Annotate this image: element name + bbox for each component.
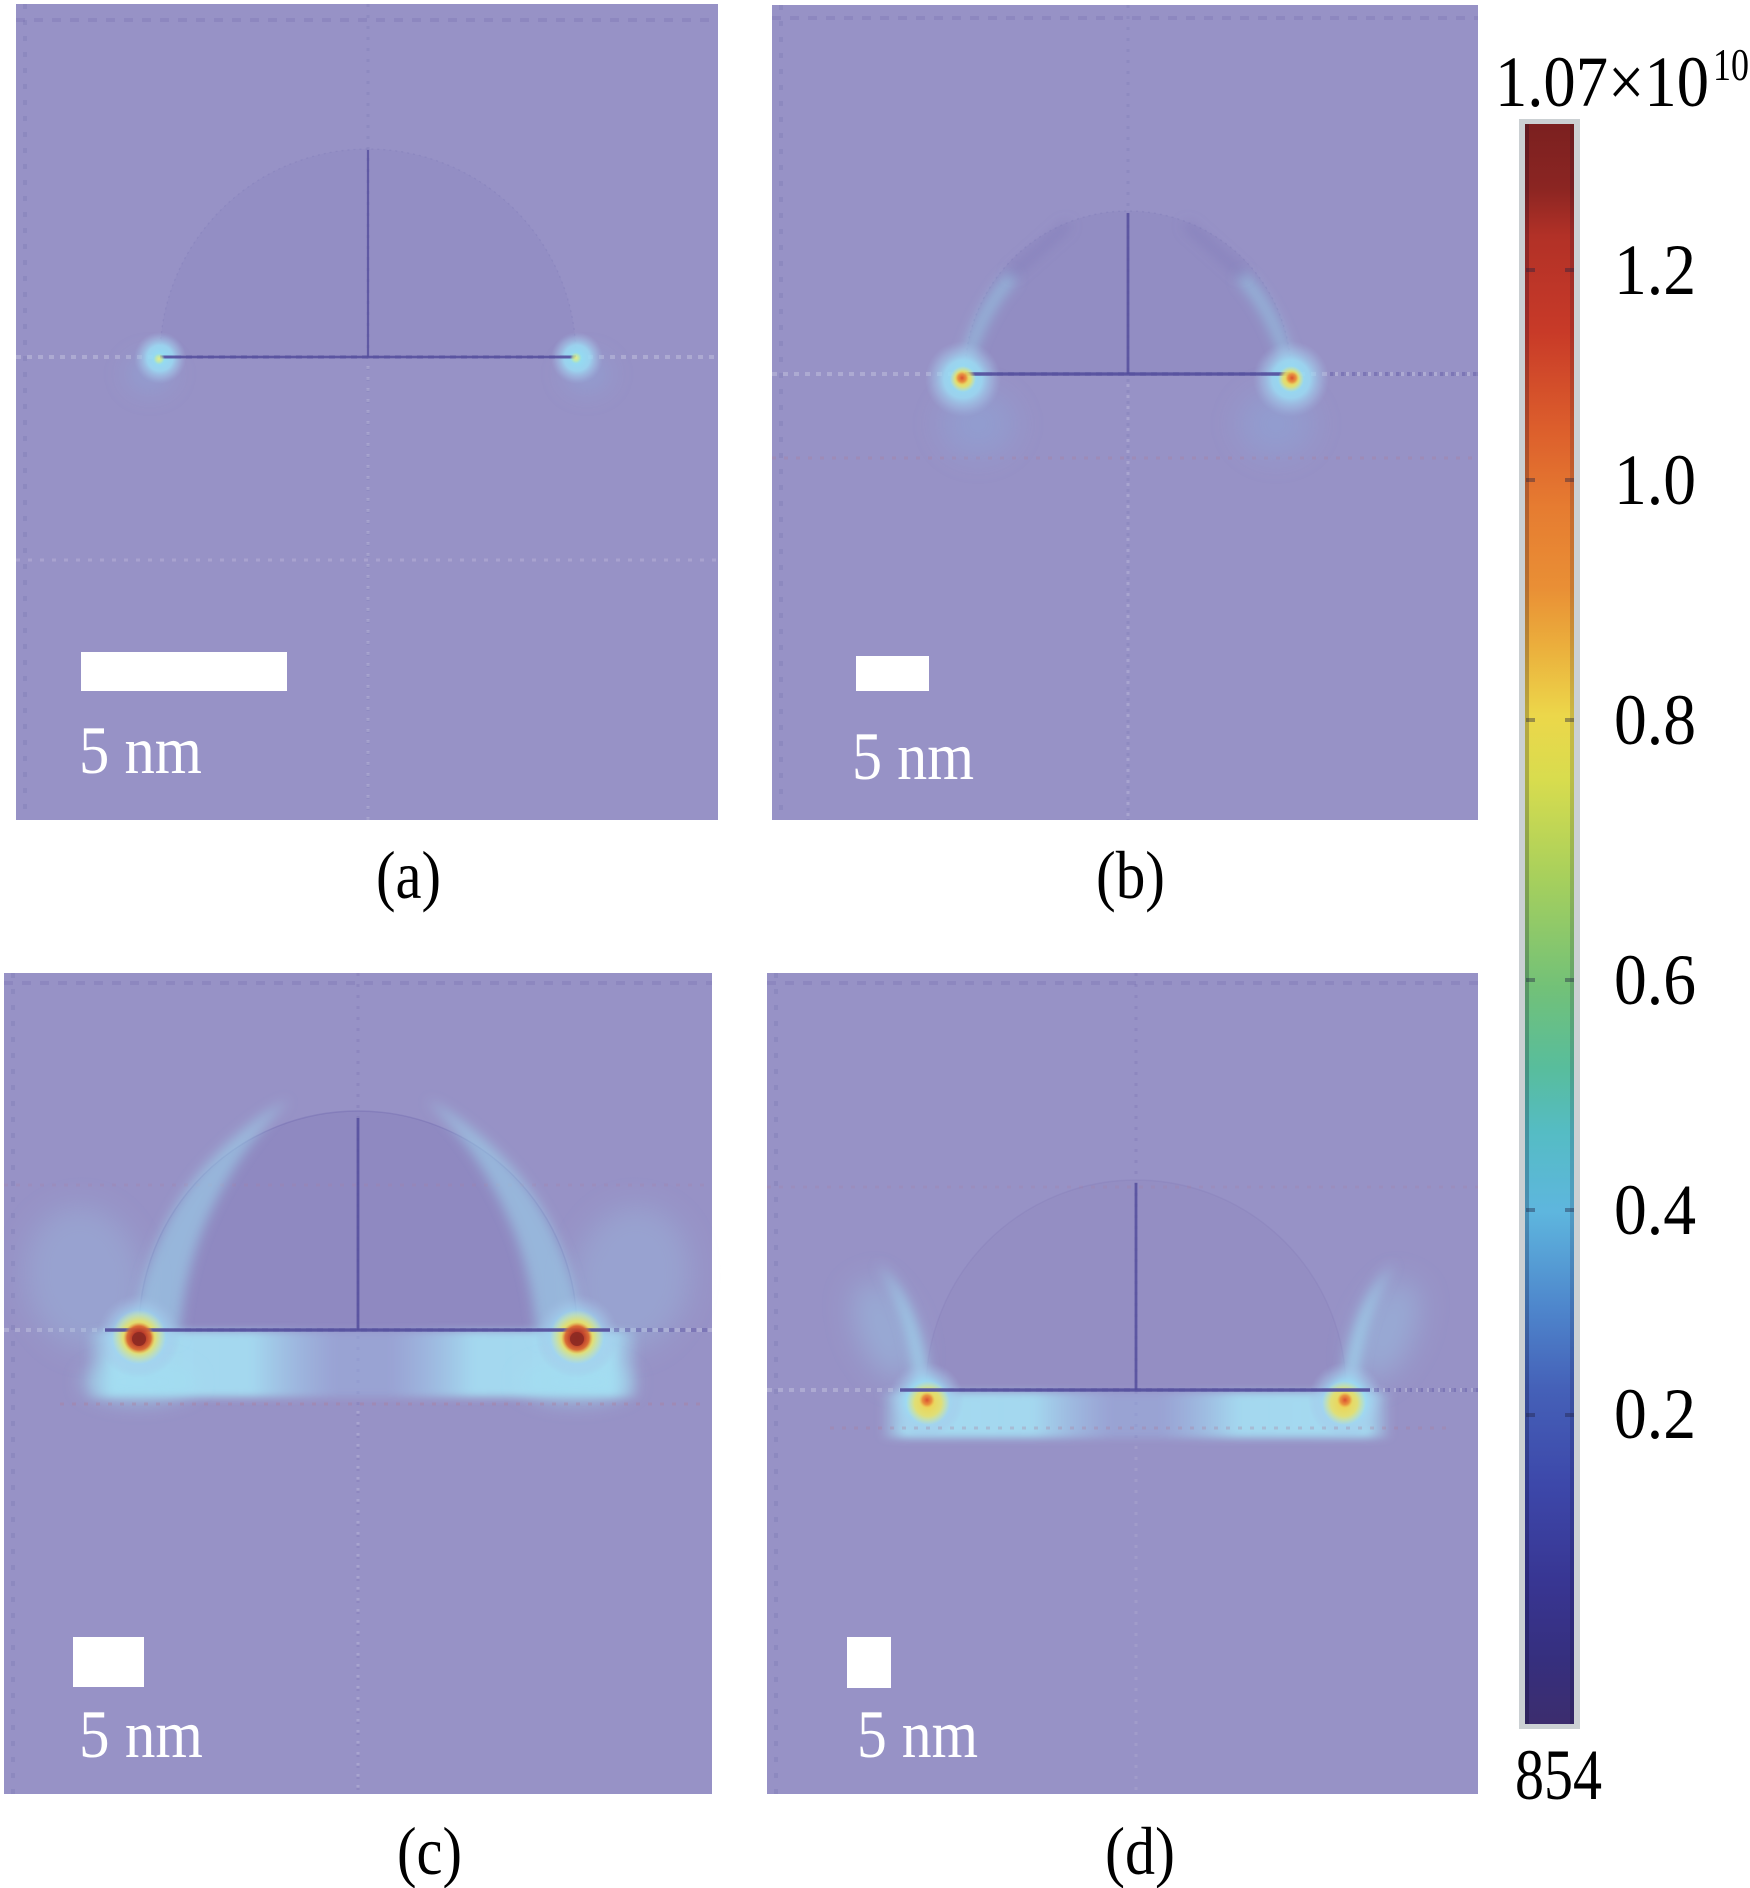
svg-text:0.6: 0.6 [1614,940,1696,1020]
svg-text:1.2: 1.2 [1614,230,1696,310]
svg-text:5 nm: 5 nm [857,1696,978,1772]
svg-text:5 nm: 5 nm [852,718,974,794]
svg-text:1.07×10: 1.07×10 [1495,42,1709,122]
svg-text:0.4: 0.4 [1614,1170,1696,1250]
svg-text:(b): (b) [1096,837,1165,913]
svg-text:854: 854 [1515,1735,1602,1815]
svg-text:0.2: 0.2 [1614,1374,1696,1454]
svg-text:1.0: 1.0 [1614,440,1696,520]
svg-text:0.8: 0.8 [1614,680,1696,760]
svg-text:5 nm: 5 nm [79,712,202,788]
svg-text:(d): (d) [1105,1813,1175,1888]
svg-text:(a): (a) [376,837,441,913]
svg-text:5 nm: 5 nm [79,1696,203,1772]
svg-text:10: 10 [1713,39,1749,90]
svg-text:(c): (c) [397,1813,462,1888]
